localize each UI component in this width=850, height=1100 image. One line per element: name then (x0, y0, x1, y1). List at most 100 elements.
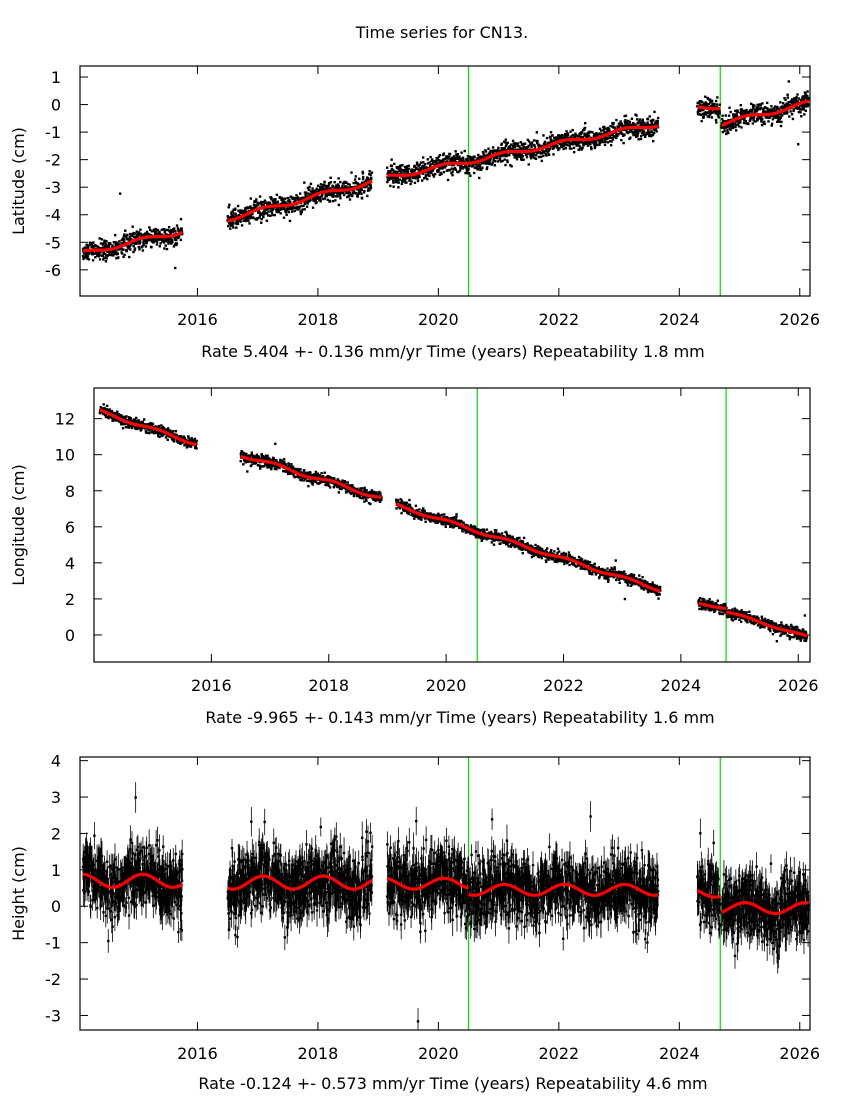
data-point (571, 133, 575, 137)
data-point (482, 152, 485, 155)
data-point (400, 511, 403, 515)
data-point (761, 117, 764, 121)
data-point (314, 196, 318, 200)
data-point (262, 465, 266, 468)
data-point (120, 414, 123, 417)
data-point (421, 172, 425, 175)
data-point (363, 500, 366, 503)
data-point (640, 128, 643, 131)
data-point (396, 176, 399, 180)
data-point (437, 155, 441, 158)
data-point (792, 109, 795, 113)
data-point (228, 203, 231, 207)
data-point (461, 530, 464, 533)
data-point (530, 145, 533, 149)
data-point (652, 128, 655, 131)
data-point (595, 143, 598, 147)
data-point (772, 108, 775, 111)
data-point (402, 169, 405, 172)
data-point (261, 455, 265, 458)
data-point (790, 99, 793, 103)
data-point (90, 245, 93, 249)
data-point (778, 120, 781, 123)
data-point (533, 156, 536, 160)
data-point (486, 153, 489, 156)
x-tick-label: 2022 (543, 676, 584, 695)
data-point (522, 145, 526, 148)
data-point (103, 256, 106, 259)
data-point (154, 233, 157, 236)
data-point (456, 153, 460, 156)
data-point (148, 422, 152, 425)
data-point (389, 169, 392, 173)
data-point (348, 183, 351, 186)
data-point (186, 439, 189, 442)
data-point (469, 524, 473, 527)
data-point (273, 467, 277, 471)
data-point (119, 415, 122, 418)
data-point (245, 452, 248, 456)
data-point (121, 416, 124, 419)
data-point (349, 484, 352, 487)
data-point (421, 509, 424, 512)
data-point (128, 245, 131, 249)
data-point (550, 138, 553, 142)
data-point (478, 163, 482, 167)
data-point (429, 163, 432, 167)
data-point (146, 232, 149, 235)
data-point (399, 498, 402, 501)
data-point (599, 132, 602, 135)
data-point (180, 227, 183, 230)
data-point (173, 227, 176, 230)
data-point (403, 179, 406, 182)
data-point (476, 158, 479, 161)
data-point (419, 161, 423, 164)
data-point (533, 144, 536, 147)
data-point (794, 97, 798, 101)
data-point (148, 429, 152, 432)
data-point (496, 160, 500, 163)
data-point (466, 530, 469, 534)
data-point (551, 147, 555, 150)
data-point (430, 519, 433, 523)
x-tick-label: 2016 (177, 310, 218, 329)
y-tick-label: 12 (55, 410, 75, 429)
data-point (177, 229, 181, 233)
y-tick-label: -2 (45, 151, 61, 170)
data-point (140, 427, 143, 431)
data-point (608, 128, 611, 132)
data-point (450, 156, 454, 159)
data-point (111, 419, 115, 422)
data-point (451, 163, 454, 167)
data-point (560, 137, 564, 140)
data-point (501, 159, 504, 163)
data-point (635, 118, 639, 121)
data-point (312, 199, 316, 202)
data-point (714, 111, 718, 114)
data-point (121, 423, 124, 426)
data-point (346, 182, 350, 186)
data-point (534, 154, 538, 157)
data-point (484, 150, 488, 153)
data-point (130, 426, 134, 430)
data-point (736, 123, 740, 126)
data-point (249, 197, 253, 200)
data-point (637, 130, 640, 134)
data-point (610, 136, 613, 140)
data-point (122, 248, 125, 251)
data-point (792, 108, 795, 111)
data-point (764, 106, 767, 110)
data-point (416, 175, 419, 178)
data-point (562, 147, 565, 151)
data-point (587, 134, 591, 137)
data-point (580, 148, 583, 151)
data-point (293, 197, 296, 201)
data-point (272, 207, 275, 211)
data-point (440, 520, 443, 523)
data-point (319, 196, 322, 199)
data-point (440, 172, 443, 176)
data-point (331, 195, 335, 198)
data-point (743, 109, 746, 113)
data-point (559, 142, 562, 146)
data-point (728, 106, 731, 109)
